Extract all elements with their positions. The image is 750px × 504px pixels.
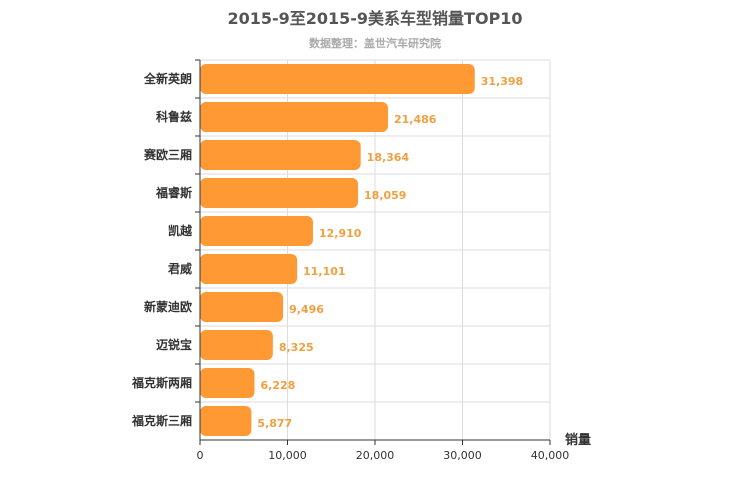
category-label: 凯越 <box>168 223 193 238</box>
bar <box>200 178 359 208</box>
x-tick-label: 40,000 <box>531 449 570 462</box>
bars <box>200 64 475 436</box>
data-label: 18,059 <box>364 189 406 202</box>
data-label: 12,910 <box>319 227 362 240</box>
bar <box>200 292 284 322</box>
bar <box>200 406 252 436</box>
data-label: 11,101 <box>303 265 345 278</box>
category-label: 科鲁兹 <box>156 109 192 124</box>
x-axis-label: 销量 <box>565 432 591 448</box>
bar <box>200 216 313 246</box>
data-label: 21,486 <box>394 113 437 126</box>
category-label: 迈锐宝 <box>156 337 192 352</box>
data-labels: 31,398 21,486 18,364 18,059 12,910 11,101 9,49… <box>257 75 523 430</box>
category-label: 全新英朗 <box>143 71 192 86</box>
data-label: 6,228 <box>260 379 295 392</box>
category-label: 福克斯三厢 <box>131 413 192 428</box>
bar <box>200 140 361 170</box>
chart-title: 2015-9至2015-9美系车型销量TOP10 <box>227 9 522 28</box>
x-tick-label: 30,000 <box>443 449 482 462</box>
bar <box>200 330 273 360</box>
data-label: 31,398 <box>481 75 523 88</box>
bar <box>200 254 298 284</box>
data-label: 9,496 <box>289 303 324 316</box>
data-label: 18,364 <box>367 151 410 164</box>
category-label: 赛欧三厢 <box>143 147 192 162</box>
x-axis-ticks: 0 10,000 20,000 30,000 40,000 <box>195 59 570 462</box>
bar <box>200 368 255 398</box>
bar <box>200 102 389 132</box>
category-label: 福克斯两厢 <box>131 375 192 390</box>
category-label: 新蒙迪欧 <box>144 299 192 314</box>
x-tick-label: 0 <box>197 449 204 462</box>
chart-subtitle: 数据整理：盖世汽车研究院 <box>309 36 441 50</box>
category-label: 君威 <box>167 261 192 276</box>
x-tick-label: 20,000 <box>356 449 395 462</box>
category-label: 福睿斯 <box>155 185 192 200</box>
data-label: 8,325 <box>279 341 314 354</box>
x-tick-label: 10,000 <box>268 449 307 462</box>
bar <box>200 64 475 94</box>
data-label: 5,877 <box>257 417 292 430</box>
